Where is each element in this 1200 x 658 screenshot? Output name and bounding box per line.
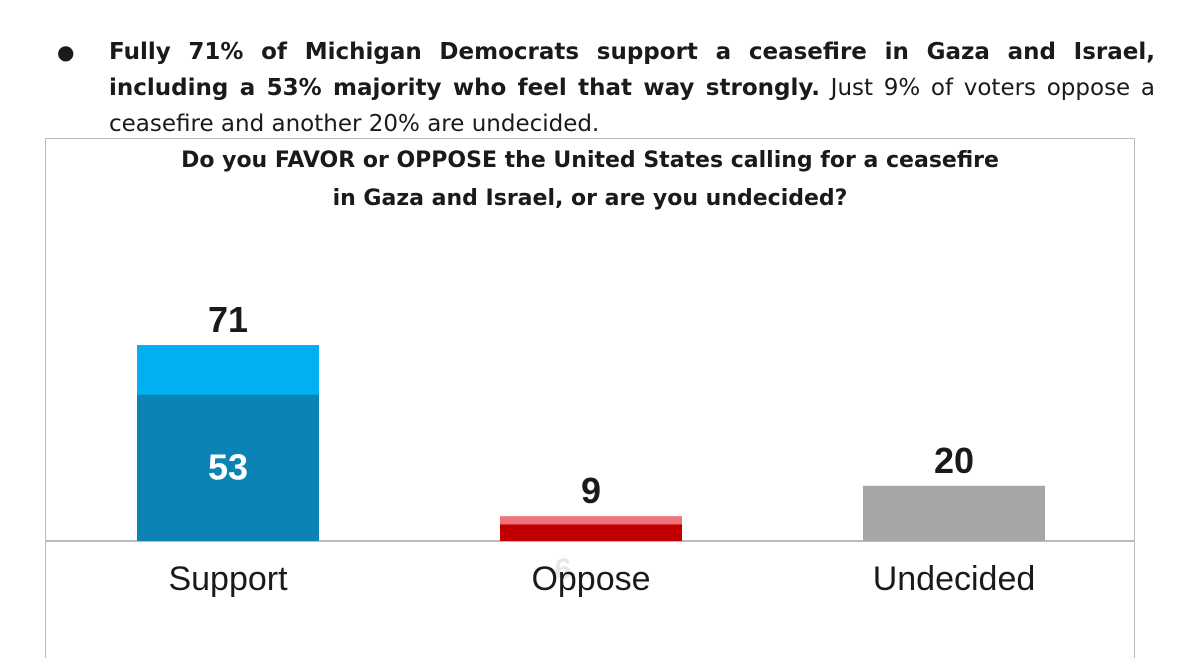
category-label-support: Support xyxy=(168,560,288,598)
chart-title-line-1: Do you FAVOR or OPPOSE the United States… xyxy=(181,148,999,173)
category-label-oppose: Oppose xyxy=(531,560,650,598)
strong-label-support: 53 xyxy=(208,447,248,488)
bullet-text: Fully 71% of Michigan Democrats support … xyxy=(109,34,1155,142)
chart-title: Do you FAVOR or OPPOSE the United States… xyxy=(45,142,1135,218)
bullet-bold-text: Fully 71% of Michigan Democrats support … xyxy=(109,39,1155,101)
chart-title-line-2: in Gaza and Israel, or are you undecided… xyxy=(332,186,848,211)
strong-label-oppose: 6 xyxy=(555,553,572,586)
value-label-undecided: 20 xyxy=(934,440,974,481)
bullet-normal-text: Just 9% of voters oppose a ceasefire and… xyxy=(109,75,1155,137)
bar-undecided-total xyxy=(863,485,1045,541)
chart-frame xyxy=(45,138,1135,658)
bar-support-strong xyxy=(137,394,319,541)
value-label-oppose: 9 xyxy=(581,470,601,511)
value-label-support: 71 xyxy=(208,299,248,340)
bullet-icon: ● xyxy=(57,40,75,64)
bar-oppose-strong xyxy=(500,524,682,541)
category-label-undecided: Undecided xyxy=(873,560,1036,598)
